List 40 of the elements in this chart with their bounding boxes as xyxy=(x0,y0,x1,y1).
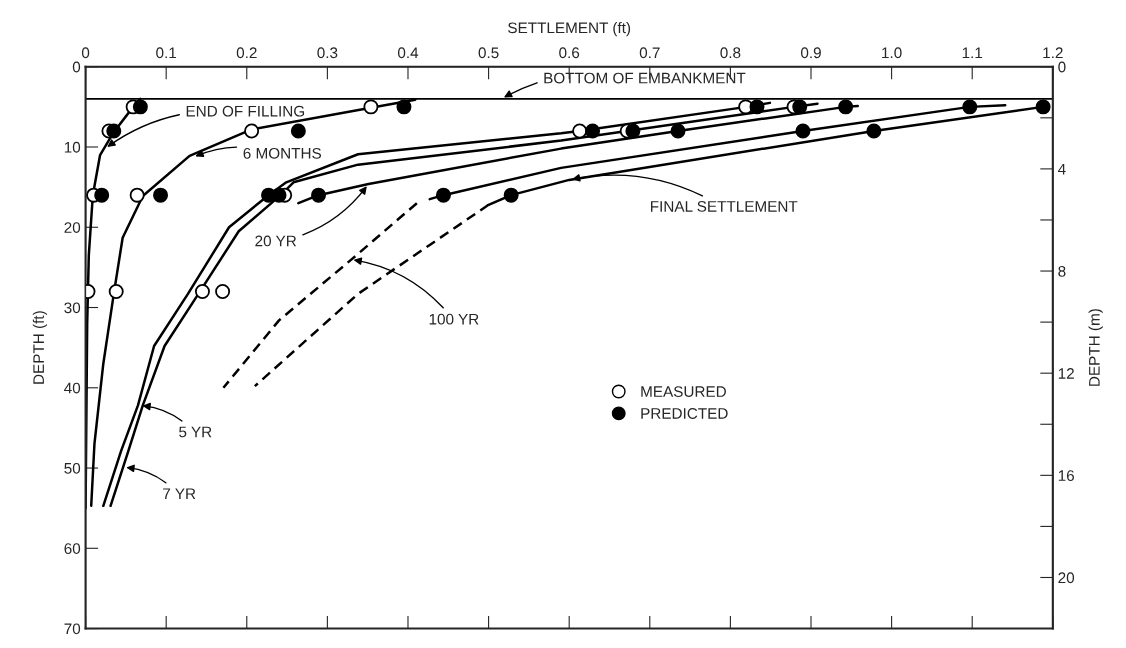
annotation: 20 YR xyxy=(255,235,297,247)
x-tick-label: 0.3 xyxy=(317,47,338,59)
y-tick-label: 60 xyxy=(64,543,81,554)
y-tick-label: 30 xyxy=(64,302,81,314)
y2-tick-label: 0 xyxy=(1058,61,1066,73)
x-tick-label: 1.2 xyxy=(1043,47,1063,59)
x-tick-label: 0.1 xyxy=(156,47,177,59)
y-axis-title: DEPTH (ft) xyxy=(32,311,48,384)
y-tick-label: 70 xyxy=(64,623,81,635)
x-tick-label: 1.1 xyxy=(962,47,983,59)
x-tick-label: 1.0 xyxy=(882,47,902,59)
x-tick-label: 0.7 xyxy=(639,47,660,59)
x-axis-title: SETTLEMENT (ft) xyxy=(508,21,631,37)
y-tick-label: 20 xyxy=(64,222,81,233)
x-tick-label: 0.6 xyxy=(559,47,580,59)
y2-axis-title: DEPTH (m) xyxy=(1088,309,1103,386)
annotation: 5 YR xyxy=(179,426,212,438)
y2-tick-label: 20 xyxy=(1058,572,1075,584)
legend-label: PREDICTED xyxy=(641,408,728,419)
annotation: 6 MONTHS xyxy=(243,147,322,159)
x-tick-label: 0.8 xyxy=(720,47,741,59)
y-tick-label: 40 xyxy=(64,382,81,394)
y-tick-label: 0 xyxy=(72,61,81,73)
x-tick-label: 0.9 xyxy=(800,47,821,59)
annotation: END OF FILLING xyxy=(186,105,305,117)
x-tick-label: 0.4 xyxy=(397,47,419,59)
x-tick-label: 0.2 xyxy=(236,47,257,59)
x-tick-label: 0 xyxy=(81,47,90,59)
annotation: 100 YR xyxy=(429,313,479,325)
y2-tick-label: 12 xyxy=(1058,368,1074,379)
y2-tick-label: 8 xyxy=(1058,265,1066,277)
y-tick-label: 50 xyxy=(64,462,81,474)
y-tick-label: 10 xyxy=(64,141,81,153)
x-tick-label: 0.5 xyxy=(478,47,499,59)
annotation: FINAL SETTLEMENT xyxy=(651,200,798,212)
ref-line-label: BOTTOM OF EMBANKMENT xyxy=(544,72,746,84)
y2-tick-label: 16 xyxy=(1058,470,1074,482)
y2-tick-label: 4 xyxy=(1058,163,1066,175)
legend-label: MEASURED xyxy=(641,386,726,397)
annotation: 7 YR xyxy=(163,488,196,499)
